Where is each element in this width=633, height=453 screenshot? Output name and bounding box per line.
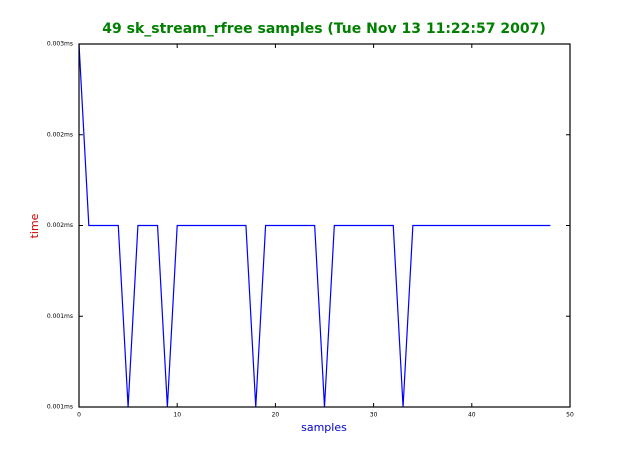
y-tick-label: 0.002ms xyxy=(47,222,73,229)
x-tick-label: 40 xyxy=(468,412,476,419)
y-tick-label: 0.003ms xyxy=(47,41,73,48)
x-tick-label: 30 xyxy=(370,412,378,419)
x-tick-label: 50 xyxy=(566,412,574,419)
y-axis-label: time xyxy=(28,213,41,238)
plot-frame xyxy=(78,43,571,408)
data-line xyxy=(78,43,551,408)
x-tick-label: 0 xyxy=(77,412,81,419)
y-tick-label: 0.002ms xyxy=(47,131,73,138)
y-tick-label: 0.001ms xyxy=(47,404,73,411)
x-axis-label: samples xyxy=(301,421,347,434)
x-tick-label: 20 xyxy=(272,412,280,419)
x-tick-label: 10 xyxy=(173,412,181,419)
chart-title: 49 sk_stream_rfree samples (Tue Nov 13 1… xyxy=(102,21,545,37)
y-tick-label: 0.001ms xyxy=(47,313,73,320)
